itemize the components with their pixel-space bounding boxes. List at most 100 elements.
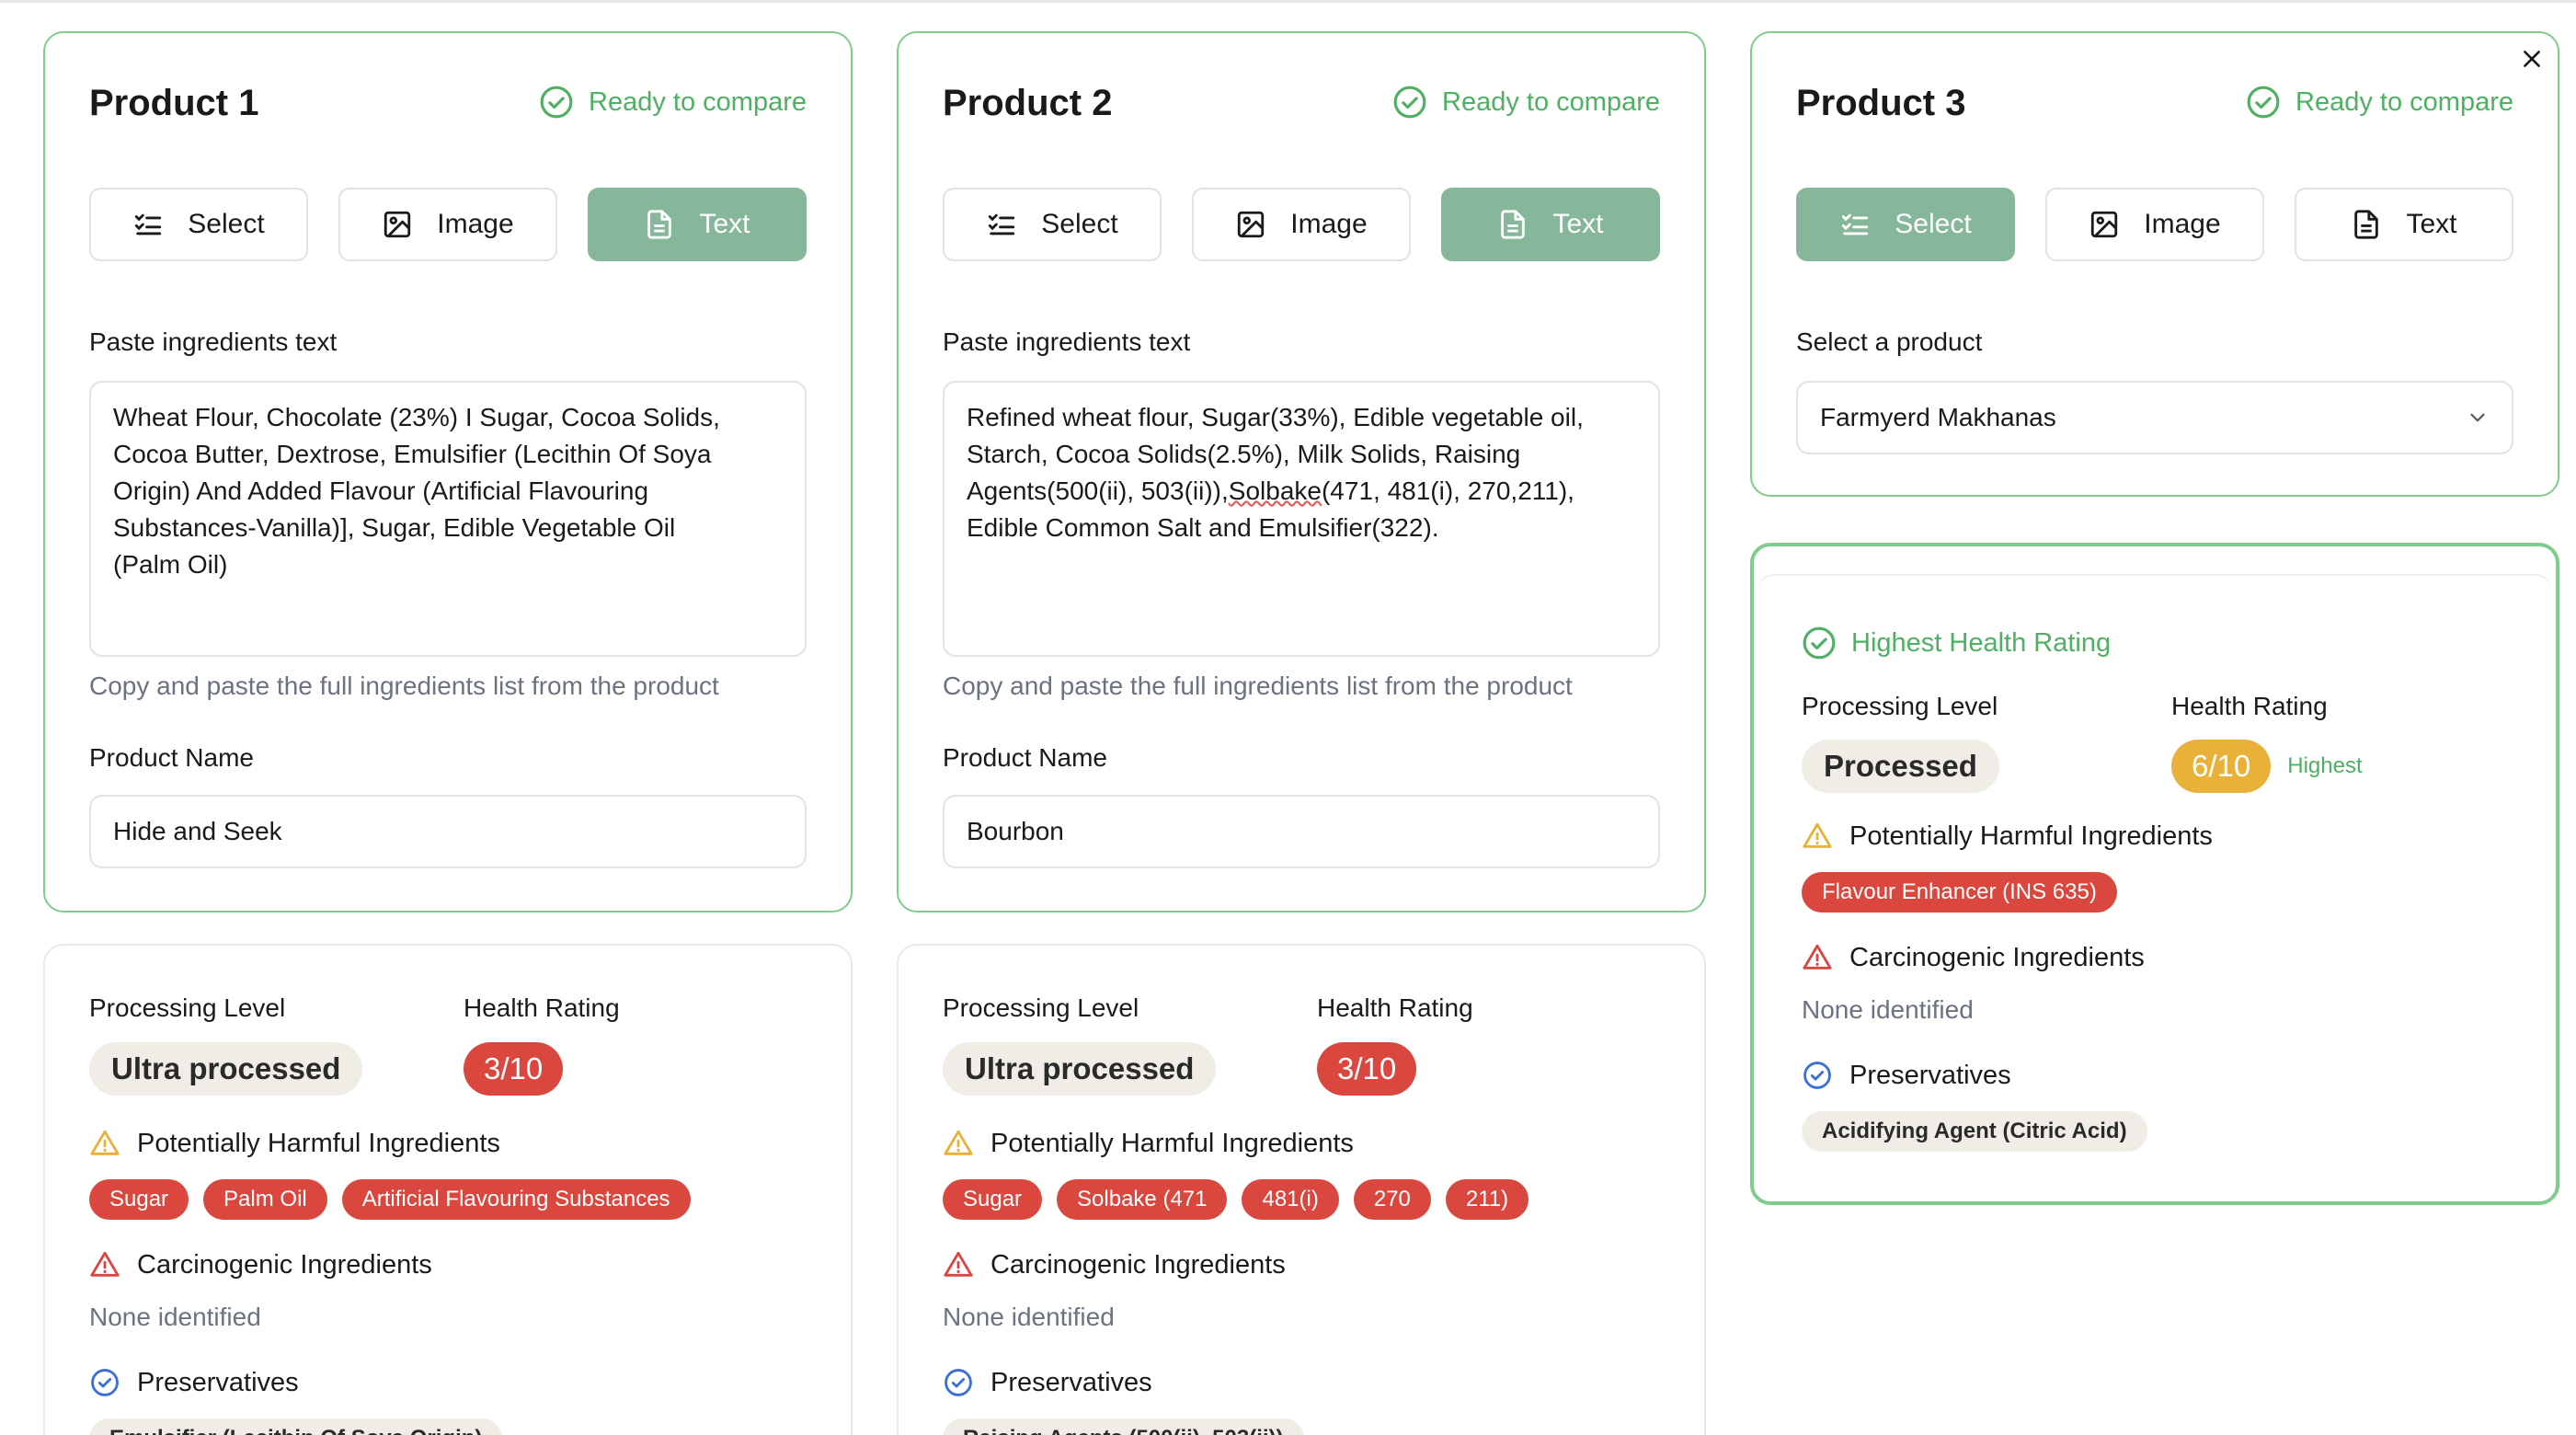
product-title: Product 2 (943, 83, 1113, 123)
harmful-label: Potentially Harmful Ingredients (990, 1128, 1354, 1158)
list-check-icon (135, 213, 162, 235)
ready-status: Ready to compare (2246, 85, 2513, 120)
carcinogenic-section-header: Carcinogenic Ingredients (89, 1249, 432, 1280)
mode-image-button[interactable]: Image (2045, 188, 2264, 261)
result-card-3: Highest Health Rating Processing Level H… (1750, 543, 2559, 1205)
ready-status-text: Ready to compare (1442, 86, 1660, 117)
carcinogenic-label: Carcinogenic Ingredients (990, 1249, 1286, 1280)
processing-level-badge: Processed (1802, 740, 1999, 793)
harmful-label: Potentially Harmful Ingredients (1849, 821, 2213, 851)
warning-icon (944, 1130, 973, 1155)
misspelled-word: Solbake (1228, 476, 1322, 505)
ingredients-hint: Copy and paste the full ingredients list… (89, 672, 719, 700)
ingredients-textarea[interactable]: Wheat Flour, Chocolate (23%) I Sugar, Co… (89, 381, 807, 657)
mode-image-label: Image (1290, 209, 1368, 239)
mode-text-label: Text (1552, 209, 1604, 239)
preservatives-section-header: Preservatives (943, 1367, 1152, 1398)
product-name-label: Product Name (943, 743, 1107, 772)
carcinogenic-label: Carcinogenic Ingredients (1849, 942, 2145, 972)
mode-select-button[interactable]: Select (943, 188, 1162, 261)
health-rating-group: 6/10 Highest (2171, 740, 2363, 793)
mode-text-label: Text (699, 209, 750, 239)
result-card-1: Processing Level Health Rating Ultra pro… (43, 944, 853, 1435)
harmful-tag: Artificial Flavouring Substances (341, 1179, 691, 1220)
top-divider (0, 0, 2576, 3)
harmful-tags: Sugar Palm Oil Artificial Flavouring Sub… (89, 1179, 691, 1220)
close-icon (2524, 51, 2540, 67)
image-icon (1238, 211, 1265, 238)
file-text-icon (2354, 210, 2379, 239)
harmful-section-header: Potentially Harmful Ingredients (1802, 821, 2213, 852)
harmful-tag: Solbake (471 (1057, 1179, 1228, 1220)
ingredients-line: Cocoa Butter, Dextrose, Emulsifier (Leci… (113, 440, 712, 468)
info-check-icon (1803, 1062, 1831, 1089)
highest-rating-badge: Highest Health Rating (1802, 626, 2111, 660)
harmful-tag: 270 (1353, 1179, 1431, 1220)
ingredients-label: Paste ingredients text (89, 327, 338, 356)
product-card-3: Product 3 Ready to compare Select Image … (1750, 31, 2559, 497)
harmful-tag: Palm Oil (203, 1179, 327, 1220)
product-name-input[interactable]: Hide and Seek (89, 795, 807, 868)
ingredients-line: Agents(500(ii), 503(ii)),Solbake(471, 48… (967, 473, 1636, 510)
ingredients-label: Paste ingredients text (943, 327, 1191, 356)
ingredients-hint: Copy and paste the full ingredients list… (943, 672, 1573, 700)
product-card-2: Product 2 Ready to compare Select Image … (897, 31, 1706, 913)
check-circle-icon (540, 86, 573, 119)
mode-select-label: Select (188, 209, 265, 239)
ready-status-text: Ready to compare (589, 86, 807, 117)
alert-triangle-icon (90, 1251, 120, 1277)
carcinogenic-label: Carcinogenic Ingredients (137, 1249, 432, 1280)
product-name-value: Bourbon (967, 817, 1064, 845)
list-check-icon (1842, 213, 1869, 235)
product-title: Product 1 (89, 83, 259, 123)
mode-image-button[interactable]: Image (338, 188, 557, 261)
preservatives-section-header: Preservatives (1802, 1060, 2011, 1091)
health-rating-label: Health Rating (464, 993, 620, 1022)
harmful-tags: Flavour Enhancer (INS 635) (1802, 872, 2117, 913)
ingredients-line-tail: (471, 481(i), 270,211), (1321, 476, 1574, 505)
warning-icon (90, 1130, 120, 1155)
preservative-tag: Raising Agents (500(ii), 503(ii)) (943, 1418, 1304, 1435)
preservative-tag: Acidifying Agent (Citric Acid) (1802, 1111, 2147, 1152)
result-inner-panel (1757, 574, 2552, 1201)
list-check-icon (989, 213, 1015, 235)
info-check-icon (945, 1369, 972, 1396)
product-card-1: Product 1 Ready to compare Select Image … (43, 31, 853, 913)
info-check-icon (91, 1369, 119, 1396)
mode-select-button[interactable]: Select (89, 188, 308, 261)
harmful-tags: Sugar Solbake (471 481(i) 270 211) (943, 1179, 1529, 1220)
mode-image-button[interactable]: Image (1192, 188, 1411, 261)
mode-text-button[interactable]: Text (2295, 188, 2513, 261)
preservatives-label: Preservatives (137, 1367, 299, 1397)
carcinogenic-value: None identified (1802, 995, 1974, 1024)
carcinogenic-value: None identified (89, 1303, 261, 1331)
ingredients-textarea[interactable]: Refined wheat flour, Sugar(33%), Edible … (943, 381, 1660, 657)
processing-level-label: Processing Level (89, 993, 286, 1022)
remove-product-button[interactable] (2513, 40, 2550, 77)
processing-level-badge: Ultra processed (943, 1042, 1217, 1096)
image-icon (384, 211, 411, 238)
check-circle-icon (1393, 86, 1426, 119)
processing-level-badge: Ultra processed (89, 1042, 363, 1096)
processing-level-label: Processing Level (1802, 692, 1998, 720)
mode-select-button[interactable]: Select (1796, 188, 2015, 261)
chevron-down-icon (2470, 413, 2485, 422)
alert-triangle-icon (944, 1251, 973, 1277)
ingredients-line: Substances-Vanilla)], Sugar, Edible Vege… (113, 513, 676, 542)
carcinogenic-value: None identified (943, 1303, 1115, 1331)
ready-status: Ready to compare (1392, 85, 1660, 120)
preservatives-section-header: Preservatives (89, 1367, 299, 1398)
product-name-input[interactable]: Bourbon (943, 795, 1660, 868)
preservatives-label: Preservatives (1849, 1060, 2011, 1090)
harmful-tag: Sugar (89, 1179, 189, 1220)
selected-product-value: Farmyerd Makhanas (1820, 403, 2056, 431)
ingredients-line: Origin) And Added Flavour (Artificial Fl… (113, 476, 649, 505)
processing-level-label: Processing Level (943, 993, 1139, 1022)
product-title: Product 3 (1796, 83, 1966, 123)
mode-image-label: Image (2144, 209, 2221, 239)
mode-text-button[interactable]: Text (588, 188, 807, 261)
mode-select-label: Select (1895, 209, 1972, 239)
product-select-dropdown[interactable]: Farmyerd Makhanas (1796, 381, 2513, 454)
mode-text-button[interactable]: Text (1441, 188, 1660, 261)
image-icon (2091, 211, 2118, 238)
